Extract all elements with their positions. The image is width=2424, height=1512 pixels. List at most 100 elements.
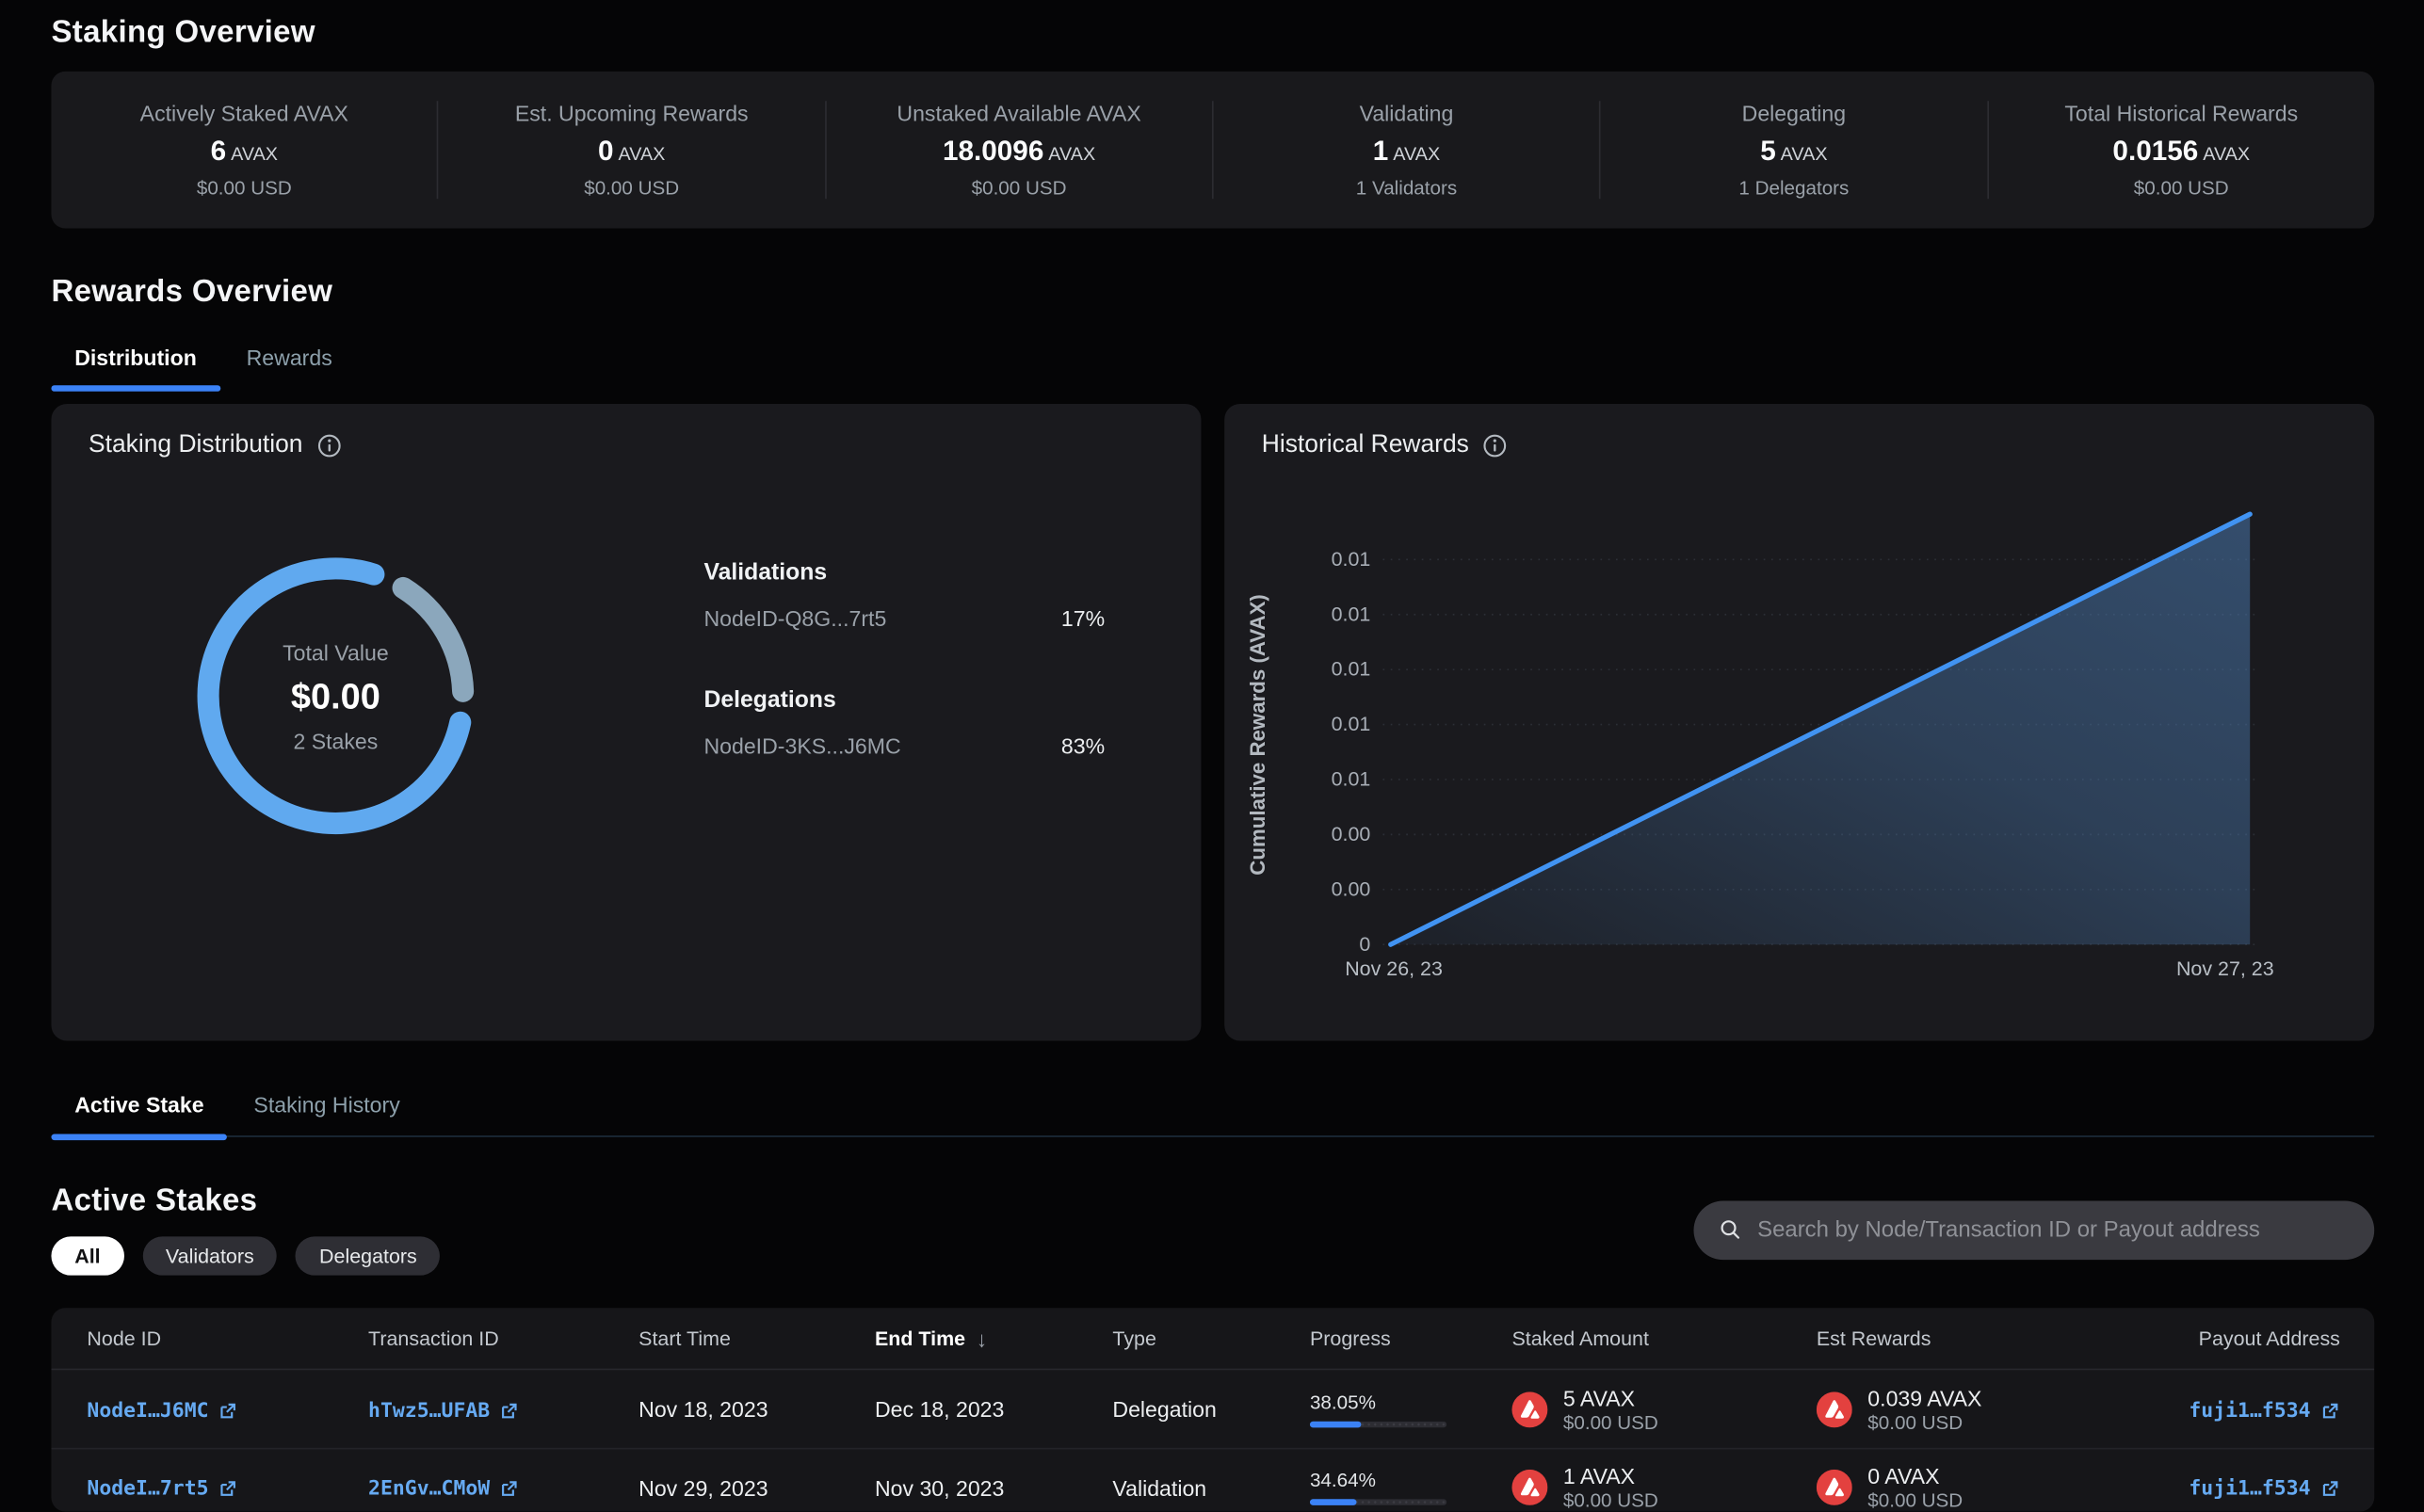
table-row: NodeI…7rt5 2EnGv…CMoW Nov 29, 2023 Nov 3…: [51, 1447, 2375, 1511]
y-tick: 0.01: [1332, 603, 1371, 625]
donut-total-value-label: Total Value: [283, 638, 389, 665]
external-link-icon: [2322, 1402, 2338, 1418]
col-transaction-id[interactable]: Transaction ID: [368, 1327, 499, 1350]
stat-unit: AVAX: [2203, 142, 2251, 165]
filter-validators[interactable]: Validators: [142, 1236, 278, 1276]
avax-amount: 0.039 AVAX: [1867, 1384, 1982, 1410]
filter-all[interactable]: All: [51, 1236, 124, 1276]
distribution-legend: Validations NodeID-Q8G...7rt5 17% Delega…: [703, 559, 1105, 758]
external-link-icon: [2322, 1481, 2338, 1496]
stat-label: Delegating: [1741, 101, 1847, 126]
col-staked-amount[interactable]: Staked Amount: [1511, 1327, 1649, 1350]
stakes-tabs: Active Stake Staking History: [51, 1091, 2375, 1140]
col-node-id[interactable]: Node ID: [87, 1327, 162, 1350]
usd-amount: $0.00 USD: [1867, 1411, 1963, 1434]
staked-amount: 5 AVAX $0.00 USD: [1511, 1385, 1816, 1433]
col-end-time-sorted[interactable]: End Time ↓: [874, 1326, 988, 1351]
tab-staking-history[interactable]: Staking History: [253, 1091, 400, 1118]
col-progress[interactable]: Progress: [1309, 1327, 1391, 1350]
info-icon[interactable]: [316, 433, 341, 458]
stat-value: 6: [210, 135, 227, 167]
y-tick: 0.01: [1332, 548, 1371, 571]
historical-card-title: Historical Rewards: [1261, 431, 1469, 458]
rewards-overview-title: Rewards Overview: [51, 275, 333, 310]
search-input[interactable]: [1757, 1216, 2350, 1243]
transaction-id-link[interactable]: 2EnGv…CMoW: [368, 1477, 520, 1501]
stat-unit: AVAX: [231, 142, 278, 165]
stat-value: 1: [1372, 135, 1389, 167]
external-link-icon: [502, 1402, 518, 1418]
stat-value: 5: [1760, 135, 1776, 167]
progress-bar: [1309, 1499, 1447, 1505]
staked-amount: 1 AVAX $0.00 USD: [1511, 1463, 1816, 1511]
staking-distribution-card: Staking Distribution Total Value $0.00: [51, 404, 1202, 1041]
avax-amount: 5 AVAX: [1562, 1384, 1636, 1410]
stat-sub: 1 Validators: [1355, 177, 1458, 200]
start-time: Nov 29, 2023: [638, 1474, 768, 1501]
avax-amount: 0 AVAX: [1867, 1463, 1940, 1488]
usd-amount: $0.00 USD: [1562, 1489, 1658, 1512]
donut-chart-svg: [197, 557, 475, 835]
avax-icon: [1816, 1469, 1852, 1505]
historical-rewards-line-chart: 0.01 0.01 0.01 0.01 0.01 0.00 0.00 0 Nov…: [1246, 511, 2274, 980]
stat-sub: 1 Delegators: [1738, 177, 1850, 200]
y-tick: 0: [1359, 933, 1370, 956]
stat-label: Est. Upcoming Rewards: [514, 101, 749, 126]
legend-row: NodeID-Q8G...7rt5 17%: [703, 606, 1105, 631]
external-link-icon: [220, 1402, 236, 1418]
stat-unit: AVAX: [618, 142, 666, 165]
legend-percent: 83%: [1060, 732, 1106, 759]
payout-address-link[interactable]: fuji1…f534: [2189, 1477, 2340, 1501]
stat-actively-staked: Actively Staked AVAX 6 AVAX $0.00 USD: [51, 101, 437, 199]
legend-node-id: NodeID-3KS...J6MC: [703, 732, 901, 759]
legend-validations: Validations NodeID-Q8G...7rt5 17%: [703, 559, 1105, 631]
est-rewards: 0 AVAX $0.00 USD: [1816, 1463, 2127, 1511]
rewards-tabs: Distribution Rewards: [51, 345, 2374, 392]
avax-icon: [1816, 1391, 1852, 1427]
payout-address-link[interactable]: fuji1…f534: [2189, 1399, 2340, 1423]
external-link-icon: [220, 1481, 236, 1496]
stat-unit: AVAX: [1393, 142, 1441, 165]
table-header: Node ID Transaction ID Start Time End Ti…: [51, 1308, 2375, 1371]
donut-stakes-count: 2 Stakes: [293, 728, 379, 753]
col-est-rewards[interactable]: Est Rewards: [1816, 1327, 1931, 1350]
table-row: NodeI…J6MC hTwz5…UFAB Nov 18, 2023 Dec 1…: [51, 1370, 2374, 1448]
stat-sub: $0.00 USD: [584, 177, 680, 200]
col-type[interactable]: Type: [1112, 1327, 1156, 1350]
legend-delegations-title: Delegations: [703, 686, 836, 714]
transaction-id-link[interactable]: hTwz5…UFAB: [368, 1399, 520, 1423]
progress-percent: 34.64%: [1309, 1469, 1376, 1491]
tab-rewards[interactable]: Rewards: [246, 345, 332, 370]
col-payout-address[interactable]: Payout Address: [2198, 1327, 2340, 1350]
stake-type: Validation: [1112, 1474, 1207, 1501]
progress-percent: 38.05%: [1309, 1391, 1376, 1413]
stat-sub: $0.00 USD: [2133, 177, 2229, 200]
rewards-line: [1388, 511, 2253, 947]
filter-delegators[interactable]: Delegators: [296, 1236, 441, 1276]
progress: 34.64%: [1309, 1469, 1512, 1505]
node-id-link[interactable]: NodeI…7rt5: [87, 1477, 238, 1501]
legend-validations-title: Validations: [703, 559, 828, 587]
external-link-icon: [502, 1481, 518, 1496]
stake-filters: All Validators Delegators: [51, 1236, 441, 1276]
x-tick-start: Nov 26, 23: [1345, 957, 1443, 980]
col-start-time[interactable]: Start Time: [638, 1327, 731, 1350]
y-tick: 0.01: [1332, 658, 1371, 681]
stakes-search[interactable]: [1693, 1199, 2375, 1260]
node-id-link[interactable]: NodeI…J6MC: [87, 1399, 238, 1423]
stat-unstaked-available: Unstaked Available AVAX 18.0096 AVAX $0.0…: [824, 101, 1212, 200]
y-tick: 0.01: [1332, 713, 1371, 735]
stat-validating: Validating 1 AVAX 1 Validators: [1211, 101, 1599, 200]
tab-distribution[interactable]: Distribution: [51, 345, 222, 392]
active-stakes-heading: Active Stakes: [51, 1183, 258, 1218]
stat-delegating: Delegating 5 AVAX 1 Delegators: [1599, 101, 1986, 200]
stat-label: Unstaked Available AVAX: [897, 101, 1141, 126]
y-tick: 0.01: [1332, 768, 1371, 791]
stat-unit: AVAX: [1780, 142, 1828, 165]
tab-active-stake[interactable]: Active Stake: [51, 1092, 230, 1140]
stat-label: Validating: [1359, 101, 1454, 126]
info-icon[interactable]: [1483, 433, 1508, 458]
stat-sub: $0.00 USD: [971, 177, 1067, 200]
staking-distribution-donut: Total Value $0.00 2 Stakes: [196, 556, 476, 836]
staking-stats-card: Actively Staked AVAX 6 AVAX $0.00 USD Est…: [51, 71, 2375, 229]
